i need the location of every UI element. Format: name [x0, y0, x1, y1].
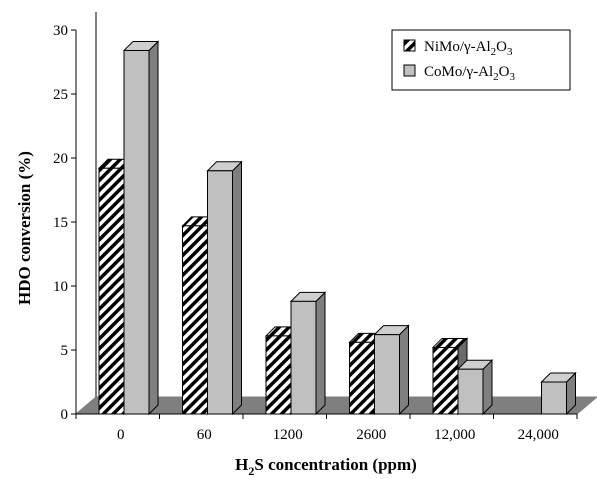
legend-box	[391, 29, 571, 91]
legend-swatch	[403, 64, 416, 77]
legend-label-mid: O	[499, 64, 510, 80]
legend-label: NiMo/γ-Al2O3	[424, 39, 513, 58]
legend-label-pre: CoMo/γ-Al	[424, 64, 493, 80]
x-tick-label: 2600	[356, 427, 386, 443]
x-axis-title-pre: H	[235, 455, 248, 474]
x-tick-label: 12,000	[434, 427, 475, 443]
bar-side-face	[148, 40, 159, 416]
bars	[97, 40, 577, 416]
bar-side-face	[232, 160, 242, 416]
legend-label: CoMo/γ-Al2O3	[424, 64, 515, 83]
bar-front-face	[349, 341, 375, 415]
bar-como	[122, 40, 160, 416]
bar-front-face	[432, 346, 459, 415]
y-tick-label: 25	[53, 87, 68, 103]
bar-front-face	[207, 170, 233, 415]
bar-front-face	[182, 225, 208, 415]
bar-front-face	[541, 381, 567, 415]
y-axis-title: HDO conversion (%)	[15, 151, 34, 305]
x-tick-label: 0	[117, 427, 125, 443]
bar-como	[373, 324, 410, 416]
legend-swatch	[403, 39, 416, 52]
y-tick-label: 0	[61, 407, 69, 423]
x-axis-title-sub: 2	[248, 464, 254, 478]
bar-front-face	[374, 334, 400, 415]
y-tick-label: 10	[53, 279, 68, 295]
y-tick-label: 15	[53, 215, 68, 231]
x-axis: 0 60 1200 2600 12,000 24,000	[75, 413, 578, 443]
y-tick-label: 5	[61, 343, 69, 359]
x-tick-label: 1200	[273, 427, 303, 443]
bar-front-face	[457, 368, 484, 415]
bar-como	[289, 291, 327, 416]
bar-side-face	[315, 291, 326, 416]
bar-front-face	[98, 167, 125, 415]
x-axis-title-post: S concentration (ppm)	[254, 455, 416, 474]
y-axis: 0 5 10 15 20 25 30	[53, 23, 77, 423]
legend-label-sub2: 3	[507, 46, 513, 58]
bar-front-face	[290, 300, 317, 415]
legend-label-pre: NiMo/γ-Al	[424, 39, 491, 55]
x-tick-label: 24,000	[518, 427, 559, 443]
x-tick-label: 60	[197, 427, 212, 443]
legend-label-sub2: 3	[509, 71, 515, 83]
bar-como	[206, 160, 243, 416]
bar-como	[456, 358, 494, 416]
x-axis-title: H2S concentration (ppm)	[235, 455, 417, 478]
bar-front-face	[123, 49, 150, 415]
bar-side-face	[399, 324, 409, 416]
legend-label-mid: O	[496, 39, 507, 55]
legend-label-sub1: 2	[493, 71, 499, 83]
y-tick-label: 20	[53, 151, 68, 167]
y-tick-label: 30	[53, 23, 68, 39]
bar-como	[540, 371, 577, 416]
legend-label-sub1: 2	[491, 46, 497, 58]
bar-front-face	[265, 335, 292, 415]
